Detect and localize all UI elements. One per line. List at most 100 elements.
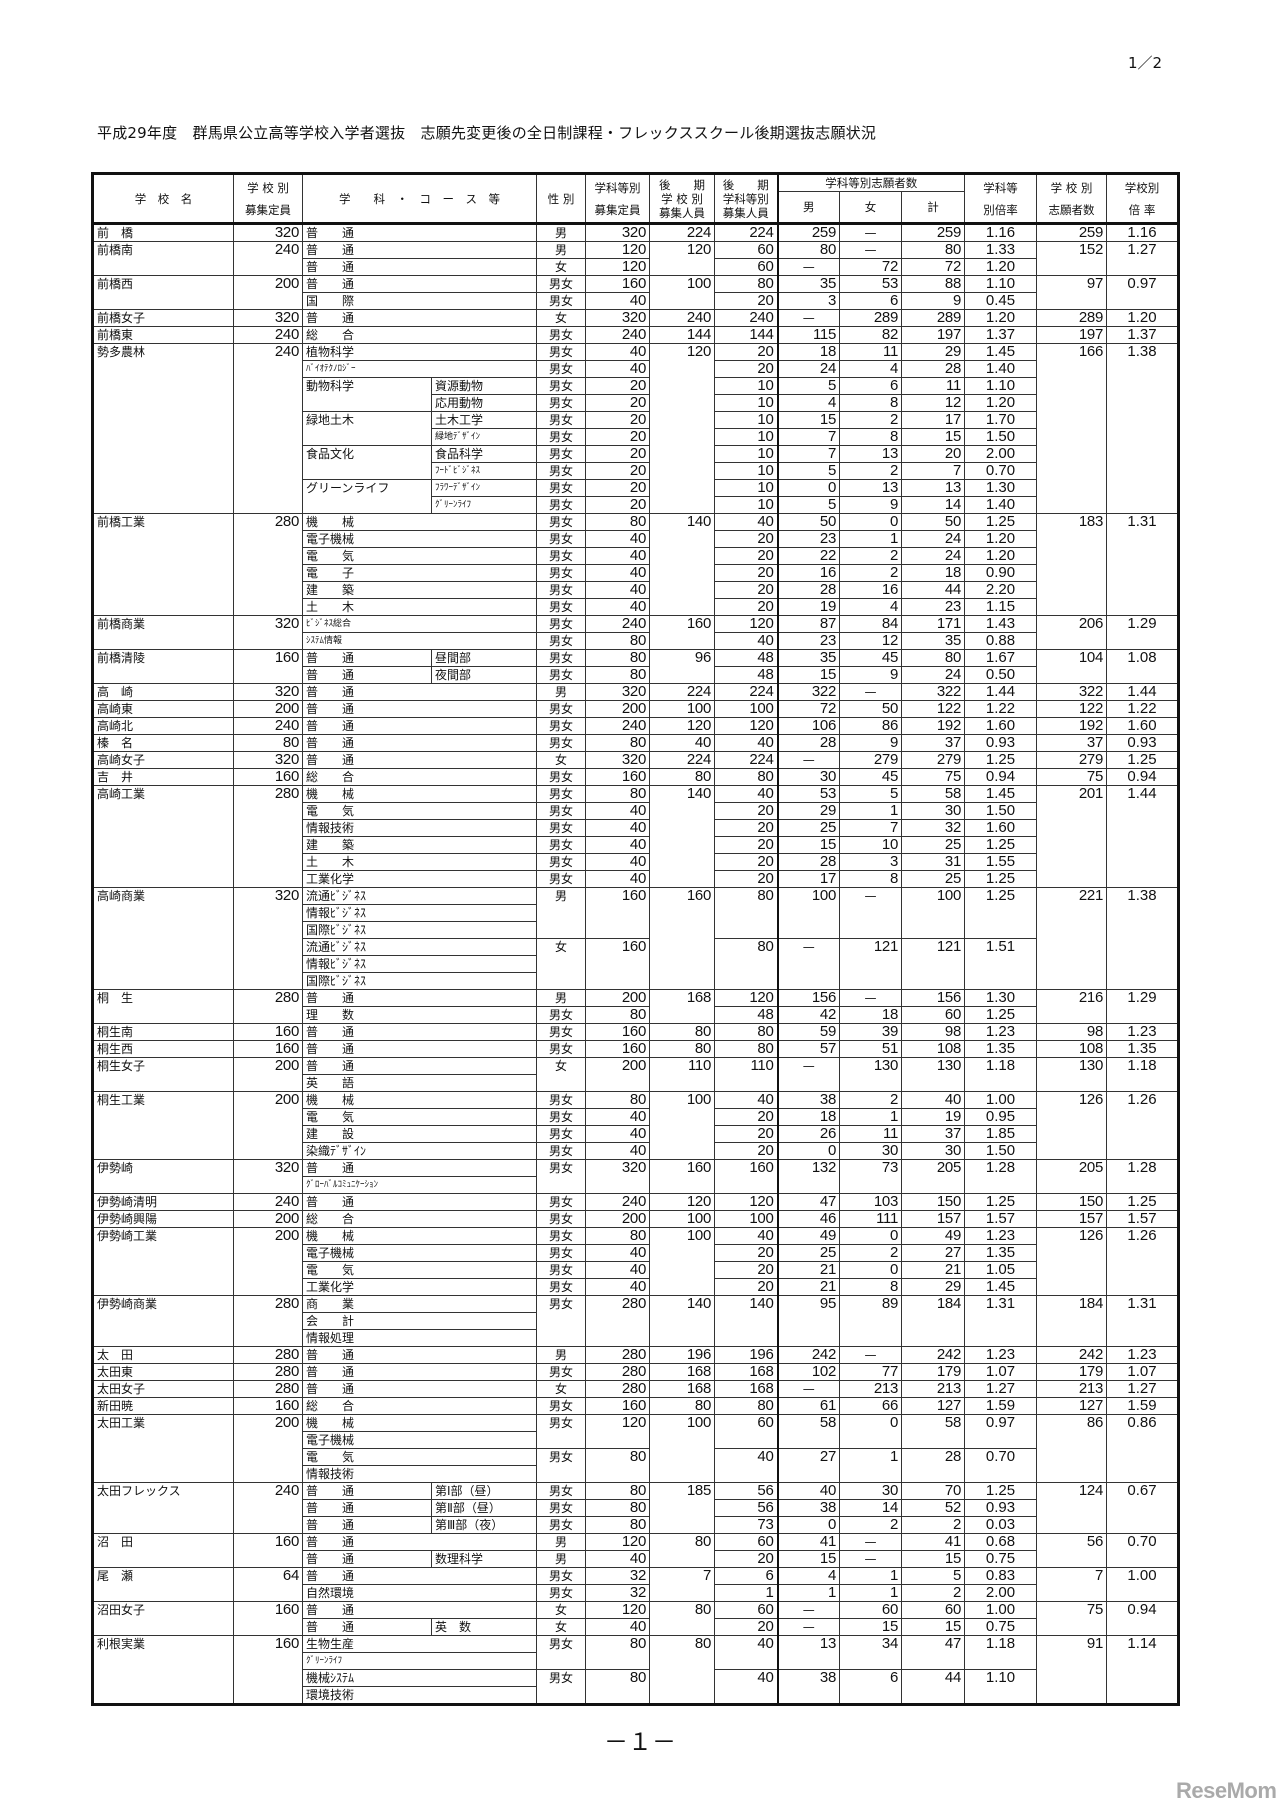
total-applicants: 130 xyxy=(901,1057,965,1092)
school-ratio: 1.38 xyxy=(1106,343,1179,514)
school-ratio: 1.16 xyxy=(1106,223,1179,242)
dept-ratio: 1.27 xyxy=(964,1380,1037,1398)
dept-ratio: 1.20 xyxy=(964,547,1037,565)
department-name: 普 通 xyxy=(302,649,432,667)
table-row: 前橋女子 320 普 通女 320 240 240—289 289 1.20 289 1.20 xyxy=(92,309,1179,327)
female-applicants: 77 xyxy=(839,1363,902,1381)
school-applicants: 98 xyxy=(1036,1023,1107,1041)
department-name: 普 通 xyxy=(302,1618,432,1636)
table-row: 土 木男女 40 20 28 3 31 1.55 xyxy=(93,853,1179,871)
school-capacity: 320 xyxy=(233,309,303,327)
dept-capacity: 40 xyxy=(585,836,650,854)
header-sex: 性 別 xyxy=(536,173,586,225)
school-ratio: 1.25 xyxy=(1106,751,1179,769)
department-name: 流通ﾋﾞｼﾞﾈｽ xyxy=(302,887,537,905)
male-applicants: 100 xyxy=(776,887,840,939)
school-applicants: 322 xyxy=(1036,683,1107,701)
department-name: 普 通 xyxy=(302,700,537,718)
sex: 男女 xyxy=(536,496,586,514)
table-row: 桐 生 280 普 通男 200 168 120 156—156 1.30 216 1.29 xyxy=(92,989,1179,1024)
department-name: 自然環境 xyxy=(302,1584,537,1602)
female-applicants: — xyxy=(839,1533,902,1551)
school-capacity: 200 xyxy=(233,1227,303,1296)
dept-capacity: 80 xyxy=(585,666,650,684)
dept-capacity: 200 xyxy=(585,989,650,1007)
female-applicants: 279 xyxy=(839,751,902,769)
table-row: 高崎女子 320 普 通女 320 224 224—279 279 1.25 279 1.25 xyxy=(92,751,1179,769)
female-applicants: 10 xyxy=(839,836,902,854)
later-school-recruit: 100 xyxy=(649,275,715,310)
total-applicants: 179 xyxy=(901,1363,965,1381)
table-row: 動物科学 資源動物 男女 20 10 5 6 11 1.10 xyxy=(93,377,1179,412)
table-row: 桐生南 160 普 通男女 160 80 80 59 39 98 1.23 98 1.23 xyxy=(92,1023,1179,1041)
department-name: 緑地土木 xyxy=(302,411,432,446)
male-applicants: 16 xyxy=(776,564,840,582)
sex: 男女 xyxy=(536,1584,586,1602)
school-name: 沼田女子 xyxy=(92,1601,234,1636)
male-applicants: 15 xyxy=(776,836,840,854)
total-applicants: 289 xyxy=(901,309,965,327)
department-name: ﾊﾞｲｵﾃｸﾉﾛｼﾞｰ xyxy=(302,360,537,378)
male-applicants: 5 xyxy=(776,496,840,514)
sex: 男女 xyxy=(536,428,586,446)
school-applicants: 279 xyxy=(1036,751,1107,769)
female-applicants: 53 xyxy=(839,275,902,293)
male-applicants: 21 xyxy=(776,1278,840,1296)
dept-ratio: 1.60 xyxy=(964,819,1037,837)
total-applicants: 44 xyxy=(901,1669,965,1705)
female-applicants: 72 xyxy=(839,258,902,276)
table-row: 太田東 280 普 通男女 280 168 168 102 77 179 1.07 179 1.07 xyxy=(92,1363,1179,1381)
male-applicants: 59 xyxy=(776,1023,840,1041)
school-capacity: 280 xyxy=(233,1380,303,1398)
school-name: 伊勢崎 xyxy=(92,1159,234,1194)
school-capacity: 160 xyxy=(233,1601,303,1636)
school-name: 前橋清陵 xyxy=(92,649,234,684)
sex: 男 xyxy=(536,1346,586,1364)
later-dept-recruit: 224 xyxy=(714,751,778,769)
course-name: 夜間部 xyxy=(431,666,537,684)
dept-capacity: 320 xyxy=(585,223,650,242)
department-name: 工業化学 xyxy=(302,870,537,888)
total-applicants: 15 xyxy=(901,428,965,446)
female-applicants: — xyxy=(839,1550,902,1568)
school-name: 前 橋 xyxy=(92,223,234,242)
total-applicants: 75 xyxy=(901,768,965,786)
female-applicants: 9 xyxy=(839,666,902,684)
dept-capacity: 240 xyxy=(585,326,650,344)
school-name: 高 崎 xyxy=(92,683,234,701)
later-dept-recruit: 10 xyxy=(714,394,778,412)
department-name: 機械ｼｽﾃﾑ xyxy=(302,1669,537,1687)
later-dept-recruit: 60 xyxy=(714,1601,778,1619)
male-applicants: 1 xyxy=(776,1584,840,1602)
dept-capacity: 40 xyxy=(585,581,650,599)
later-school-recruit: 196 xyxy=(649,1346,715,1364)
dept-capacity: 120 xyxy=(585,241,650,259)
later-dept-recruit: 196 xyxy=(714,1346,778,1364)
total-applicants: 58 xyxy=(901,785,965,803)
sex: 男女 xyxy=(536,1448,586,1483)
total-applicants: 98 xyxy=(901,1023,965,1041)
female-applicants: 60 xyxy=(839,1601,902,1619)
department-name: 建 築 xyxy=(302,836,537,854)
school-ratio: 1.20 xyxy=(1106,309,1179,327)
later-school-recruit: 80 xyxy=(649,1635,715,1705)
sex: 男女 xyxy=(536,275,586,293)
dept-ratio: 1.18 xyxy=(964,1057,1037,1092)
dept-ratio: 1.20 xyxy=(964,309,1037,327)
later-dept-recruit: 40 xyxy=(714,734,778,752)
table-row: 勢多農林 240 植物科学 男女 40 120 20 18 11 29 1.45 166 1.38 xyxy=(92,343,1179,514)
dept-ratio: 0.97 xyxy=(964,1414,1037,1449)
sex: 女 xyxy=(536,1618,586,1636)
total-applicants: 31 xyxy=(901,853,965,871)
female-applicants: 18 xyxy=(839,1006,902,1024)
sex: 男女 xyxy=(536,1414,586,1449)
table-row: 太田工業 200 機 械男女 120 100 60 58 0 58 0.97 86 0.86 xyxy=(92,1414,1179,1483)
dept-ratio: 1.20 xyxy=(964,258,1037,276)
dept-ratio: 1.25 xyxy=(964,887,1037,939)
later-dept-recruit: 80 xyxy=(714,768,778,786)
female-applicants: 66 xyxy=(839,1397,902,1415)
page-indicator: 1／2 xyxy=(1128,54,1163,72)
dept-capacity: 40 xyxy=(585,530,650,548)
later-dept-recruit: 120 xyxy=(714,615,778,633)
total-applicants: 24 xyxy=(901,530,965,548)
